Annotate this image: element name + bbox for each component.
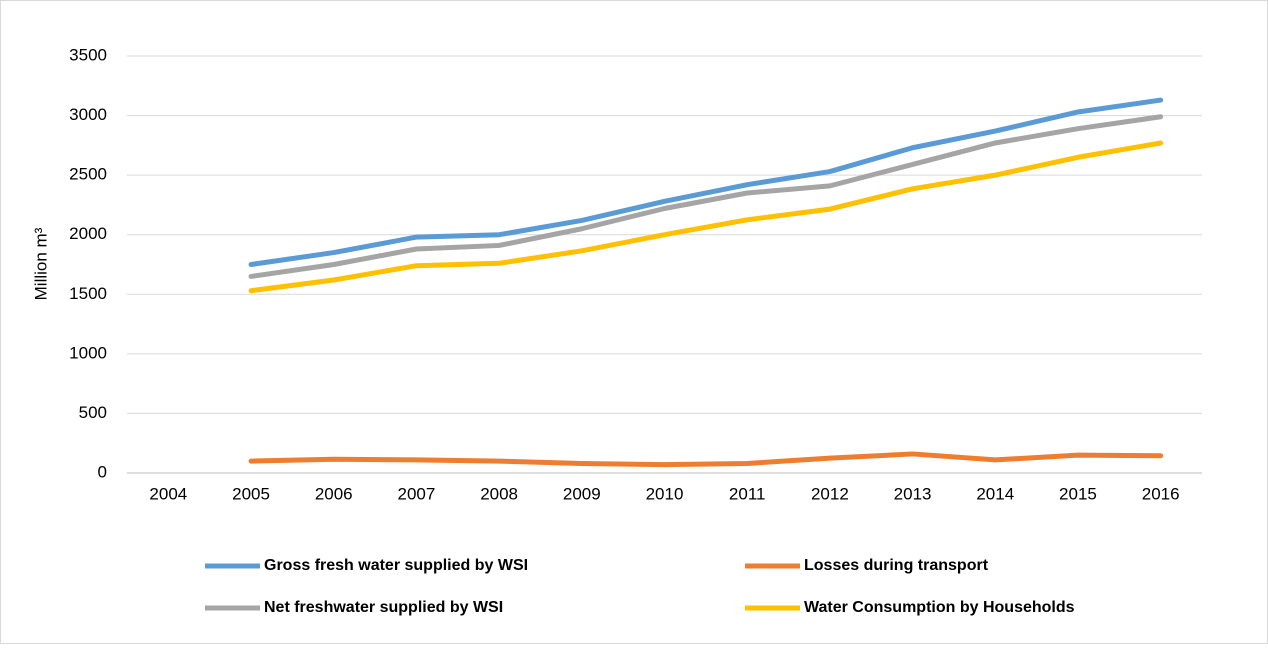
legend-label: Water Consumption by Households [804,599,1075,616]
y-tick-label: 0 [98,462,107,481]
x-tick-label: 2010 [646,484,684,503]
y-tick-label: 3000 [69,105,107,124]
y-tick-label: 1000 [69,343,107,362]
series-line [248,451,1164,468]
series-line [248,114,1164,279]
legend-label: Gross fresh water supplied by WSI [264,557,528,574]
x-tick-label: 2015 [1059,484,1097,503]
y-tick-label: 500 [79,403,107,422]
x-tick-label: 2014 [976,484,1014,503]
x-tick-label: 2006 [315,484,353,503]
x-tick-label: 2013 [894,484,932,503]
x-tick-label: 2004 [149,484,187,503]
x-tick-label: 2005 [232,484,270,503]
x-tick-label: 2008 [480,484,518,503]
x-tick-label: 2007 [398,484,436,503]
y-tick-label: 1500 [69,284,107,303]
y-tick-label: 2500 [69,165,107,184]
y-axis-label: Million m³ [31,227,50,300]
y-tick-label: 3500 [69,45,107,64]
legend-label: Net freshwater supplied by WSI [264,599,503,616]
y-tick-label: 2000 [69,224,107,243]
series-line [248,97,1164,267]
legend-label: Losses during transport [804,557,989,574]
x-tick-label: 2012 [811,484,849,503]
x-tick-label: 2009 [563,484,601,503]
x-tick-label: 2011 [729,484,766,503]
series-line [248,140,1164,294]
x-tick-label: 2016 [1142,484,1180,503]
